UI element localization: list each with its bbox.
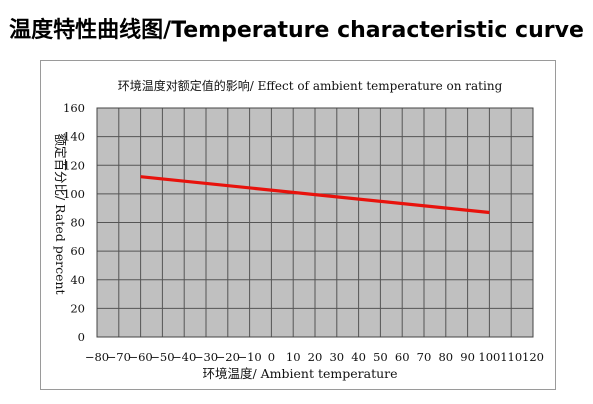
chart-frame bbox=[40, 60, 556, 390]
x-tick-label: 120 bbox=[522, 350, 544, 364]
x-tick-label: 10 bbox=[286, 350, 301, 364]
x-tick-label: −30 bbox=[194, 350, 218, 364]
y-tick-label: 40 bbox=[70, 273, 85, 287]
x-axis-label: 环境温度/ Ambient temperature bbox=[202, 366, 397, 381]
x-tick-label: 100 bbox=[478, 350, 500, 364]
y-tick-label: 20 bbox=[70, 301, 85, 315]
y-tick-label: 140 bbox=[63, 130, 85, 144]
x-tick-label: −10 bbox=[237, 350, 261, 364]
x-tick-label: 40 bbox=[351, 350, 366, 364]
chart-title: 环境温度对额定值的影响/ Effect of ambient temperatu… bbox=[118, 78, 503, 93]
x-tick-label: −70 bbox=[107, 350, 131, 364]
x-tick-label: 50 bbox=[373, 350, 388, 364]
y-tick-label: 60 bbox=[70, 244, 85, 258]
x-tick-label: 90 bbox=[460, 350, 475, 364]
x-tick-label: 0 bbox=[268, 350, 275, 364]
y-tick-label: 120 bbox=[63, 158, 85, 172]
series-line bbox=[140, 175, 490, 215]
x-tick-label: 80 bbox=[438, 350, 453, 364]
x-tick-label: −50 bbox=[150, 350, 174, 364]
y-tick-label: 80 bbox=[70, 216, 85, 230]
y-tick-label: 100 bbox=[63, 187, 85, 201]
x-tick-label: 70 bbox=[417, 350, 432, 364]
x-tick-label: 30 bbox=[329, 350, 344, 364]
y-axis-label: 额定百分比/ Rated percent bbox=[53, 133, 68, 294]
page-title: 温度特性曲线图/Temperature characteristic curve bbox=[9, 18, 584, 43]
x-tick-label: 20 bbox=[308, 350, 323, 364]
x-tick-label: −80 bbox=[85, 350, 109, 364]
y-tick-label: 0 bbox=[78, 330, 85, 344]
x-tick-label: −60 bbox=[128, 350, 152, 364]
plot-border bbox=[96, 107, 534, 338]
x-tick-label: −20 bbox=[216, 350, 240, 364]
y-tick-label: 160 bbox=[63, 101, 85, 115]
x-tick-label: 110 bbox=[500, 350, 522, 364]
x-tick-label: −40 bbox=[172, 350, 196, 364]
x-tick-label: 60 bbox=[395, 350, 410, 364]
